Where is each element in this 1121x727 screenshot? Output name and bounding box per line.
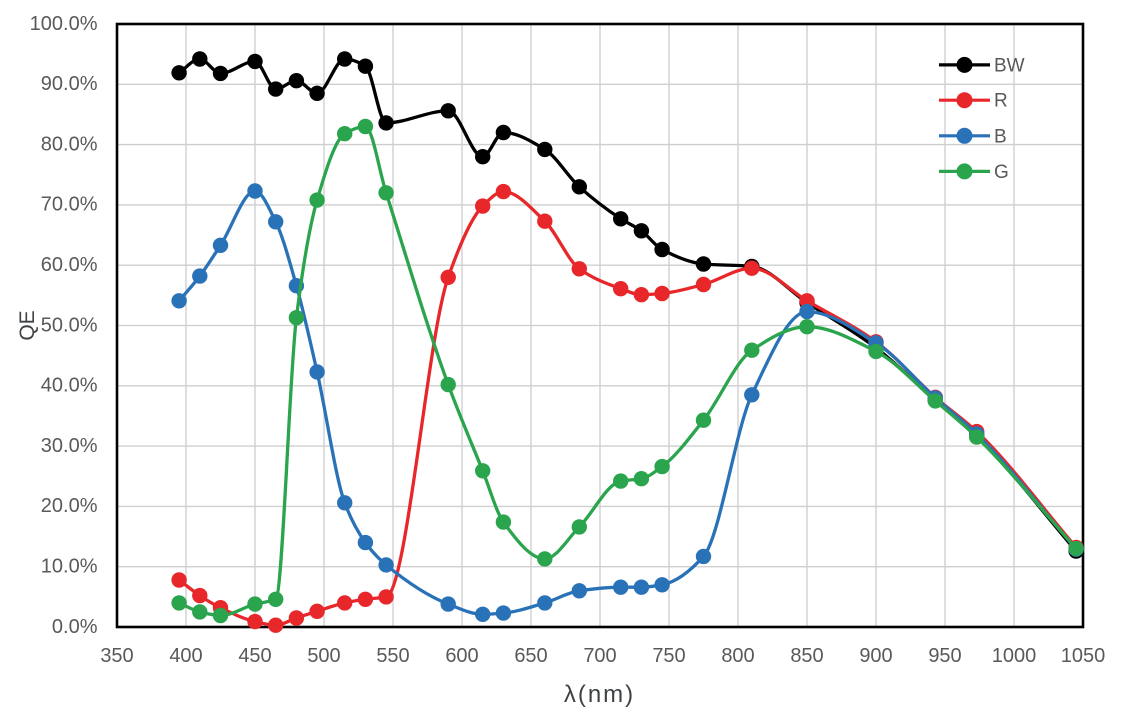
svg-text:60.0%: 60.0%	[41, 254, 98, 276]
svg-text:100.0%: 100.0%	[30, 13, 98, 35]
svg-text:800: 800	[721, 645, 754, 667]
svg-text:1050: 1050	[1061, 645, 1106, 667]
svg-text:600: 600	[445, 645, 478, 667]
svg-text:G: G	[994, 162, 1009, 183]
svg-text:50.0%: 50.0%	[41, 314, 98, 336]
svg-text:400: 400	[169, 645, 202, 667]
svg-text:650: 650	[514, 645, 547, 667]
svg-text:850: 850	[790, 645, 823, 667]
svg-text:λ(nm): λ(nm)	[564, 681, 635, 708]
svg-text:500: 500	[307, 645, 340, 667]
svg-text:90.0%: 90.0%	[41, 73, 98, 95]
svg-text:80.0%: 80.0%	[41, 133, 98, 155]
svg-text:BW: BW	[994, 55, 1025, 76]
svg-text:950: 950	[928, 645, 961, 667]
svg-text:700: 700	[583, 645, 616, 667]
svg-text:350: 350	[100, 645, 133, 667]
svg-text:750: 750	[652, 645, 685, 667]
svg-text:40.0%: 40.0%	[41, 375, 98, 397]
svg-text:0.0%: 0.0%	[52, 616, 98, 638]
svg-text:70.0%: 70.0%	[41, 194, 98, 216]
svg-text:R: R	[994, 91, 1008, 112]
svg-text:QE: QE	[16, 310, 39, 340]
svg-text:550: 550	[376, 645, 409, 667]
svg-text:30.0%: 30.0%	[41, 435, 98, 457]
svg-text:900: 900	[859, 645, 892, 667]
svg-text:1000: 1000	[992, 645, 1037, 667]
svg-text:10.0%: 10.0%	[41, 556, 98, 578]
svg-text:20.0%: 20.0%	[41, 495, 98, 517]
svg-text:B: B	[994, 126, 1007, 147]
svg-text:450: 450	[238, 645, 271, 667]
